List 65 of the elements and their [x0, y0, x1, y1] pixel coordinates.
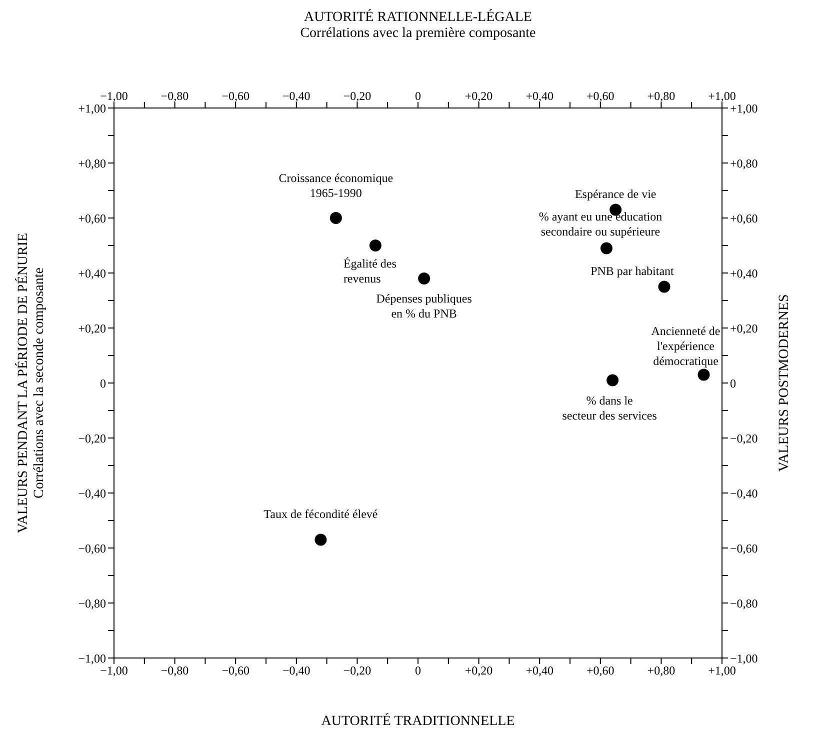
x-tick-label: +1,00: [708, 89, 736, 103]
point: [600, 242, 612, 254]
x-tick-label: +0,20: [464, 89, 493, 103]
y2-tick-label: −0,20: [730, 431, 758, 446]
y-tick-label: +0,60: [78, 211, 106, 226]
y2-tick-label: +0,20: [730, 321, 758, 336]
annotation: % ayant eu une éducation secondaire ou supérieure: [538, 209, 662, 238]
x2-tick-label: +0,20: [464, 664, 493, 678]
x-tick-label: +0,60: [586, 89, 614, 103]
x2-tick-label: −0,80: [160, 664, 189, 678]
point: [418, 272, 430, 284]
annotation: PNB par habitant: [590, 264, 675, 278]
x-tick-label: +0,80: [647, 89, 676, 103]
y2-tick-label: −0,40: [730, 486, 758, 500]
y2-tick-label: 0: [730, 376, 736, 390]
x2-tick-label: +0,80: [647, 664, 676, 678]
annotation: Ancienneté de l'expérience démocratique: [651, 324, 720, 368]
y2-tick-label: +0,40: [730, 266, 758, 280]
y2-tick-label: −0,60: [730, 541, 758, 556]
x2-tick-label: −0,20: [343, 664, 372, 678]
y-tick-label: 0: [100, 376, 106, 390]
x2-tick-label: −0,60: [222, 664, 250, 678]
point: [369, 240, 382, 252]
x2-axis-title: AUTORITÉ RATIONNELLE-LÉGALE Corrélations avec la première composante: [299, 10, 537, 42]
y-tick-label: −1,00: [78, 651, 106, 666]
annotation: Égalité des revenus: [343, 256, 397, 286]
annotation: % dans le secteur des services: [562, 393, 658, 422]
annotation: Taux de fécondité élevé: [264, 506, 378, 521]
y2-tick-label: +0,60: [730, 211, 758, 226]
y-axis-title: VALEURS PENDANT LA PÉRIODE DE PÉNURIE Corrélations avec la seconde composante: [16, 232, 48, 536]
x2-tick-label: 0: [415, 664, 421, 678]
annotation: Dépenses publiques en % du PNB: [376, 292, 472, 320]
point: [330, 212, 342, 224]
annotation: Croissance économique 1965-1990: [278, 171, 394, 200]
point: [658, 280, 670, 293]
x-axis-title: AUTORITÉ TRADITIONNELLE: [320, 714, 516, 730]
x2-tick-label: +0,40: [526, 664, 554, 678]
x-tick-label: −0,20: [343, 89, 372, 103]
point: [606, 374, 619, 386]
y2-tick-label: −1,00: [730, 651, 758, 666]
y-tick-label: +1,00: [78, 101, 106, 116]
y-tick-label: +0,80: [78, 156, 106, 170]
y2-tick-label: +0,80: [730, 156, 758, 170]
x-tick-label: +0,40: [526, 89, 554, 103]
y-tick-label: −0,20: [78, 431, 106, 446]
x2-tick-label: −1,00: [100, 664, 128, 678]
y2-tick-label: −0,80: [730, 596, 758, 610]
y-tick-label: −0,40: [78, 486, 106, 500]
y-tick-label: −0,60: [78, 541, 106, 556]
y-tick-label: −0,80: [78, 596, 106, 610]
annotation: Espérance de vie: [574, 186, 656, 201]
x2-tick-label: +1,00: [708, 664, 736, 678]
x-tick-label: −0,40: [282, 89, 310, 103]
x-tick-label: −0,80: [160, 89, 189, 103]
y-tick-label: +0,20: [78, 321, 106, 336]
x-tick-label: −0,60: [222, 89, 250, 103]
y2-axis-title: VALEURS POSTMODERNES: [777, 293, 793, 474]
point: [314, 534, 327, 546]
x2-tick-label: −0,40: [282, 664, 310, 678]
x-tick-label: 0: [415, 89, 421, 103]
point: [698, 368, 710, 381]
y2-tick-label: +1,00: [730, 101, 758, 116]
x-tick-label: −1,00: [100, 89, 128, 103]
x2-tick-label: +0,60: [586, 664, 614, 678]
y-tick-label: +0,40: [78, 266, 106, 280]
